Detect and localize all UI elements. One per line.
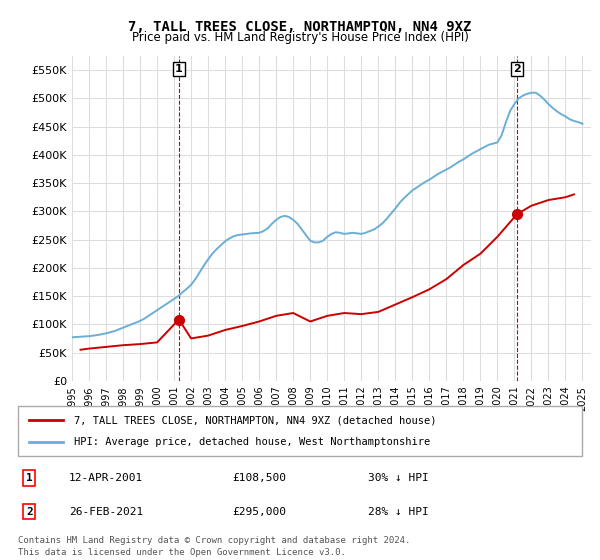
Text: 2: 2 <box>26 507 32 516</box>
Text: 28% ↓ HPI: 28% ↓ HPI <box>368 507 428 516</box>
Text: £295,000: £295,000 <box>232 507 286 516</box>
Text: 1: 1 <box>26 473 32 483</box>
Text: 2: 2 <box>513 64 521 74</box>
Text: 30% ↓ HPI: 30% ↓ HPI <box>368 473 428 483</box>
Text: Price paid vs. HM Land Registry's House Price Index (HPI): Price paid vs. HM Land Registry's House … <box>131 31 469 44</box>
Text: 7, TALL TREES CLOSE, NORTHAMPTON, NN4 9XZ (detached house): 7, TALL TREES CLOSE, NORTHAMPTON, NN4 9X… <box>74 415 437 425</box>
FancyBboxPatch shape <box>18 406 582 456</box>
Text: 26-FEB-2021: 26-FEB-2021 <box>69 507 143 516</box>
Text: £108,500: £108,500 <box>232 473 286 483</box>
Text: This data is licensed under the Open Government Licence v3.0.: This data is licensed under the Open Gov… <box>18 548 346 557</box>
Text: HPI: Average price, detached house, West Northamptonshire: HPI: Average price, detached house, West… <box>74 437 431 447</box>
Text: 7, TALL TREES CLOSE, NORTHAMPTON, NN4 9XZ: 7, TALL TREES CLOSE, NORTHAMPTON, NN4 9X… <box>128 20 472 34</box>
Text: Contains HM Land Registry data © Crown copyright and database right 2024.: Contains HM Land Registry data © Crown c… <box>18 536 410 545</box>
Text: 1: 1 <box>175 64 183 74</box>
Text: 12-APR-2001: 12-APR-2001 <box>69 473 143 483</box>
